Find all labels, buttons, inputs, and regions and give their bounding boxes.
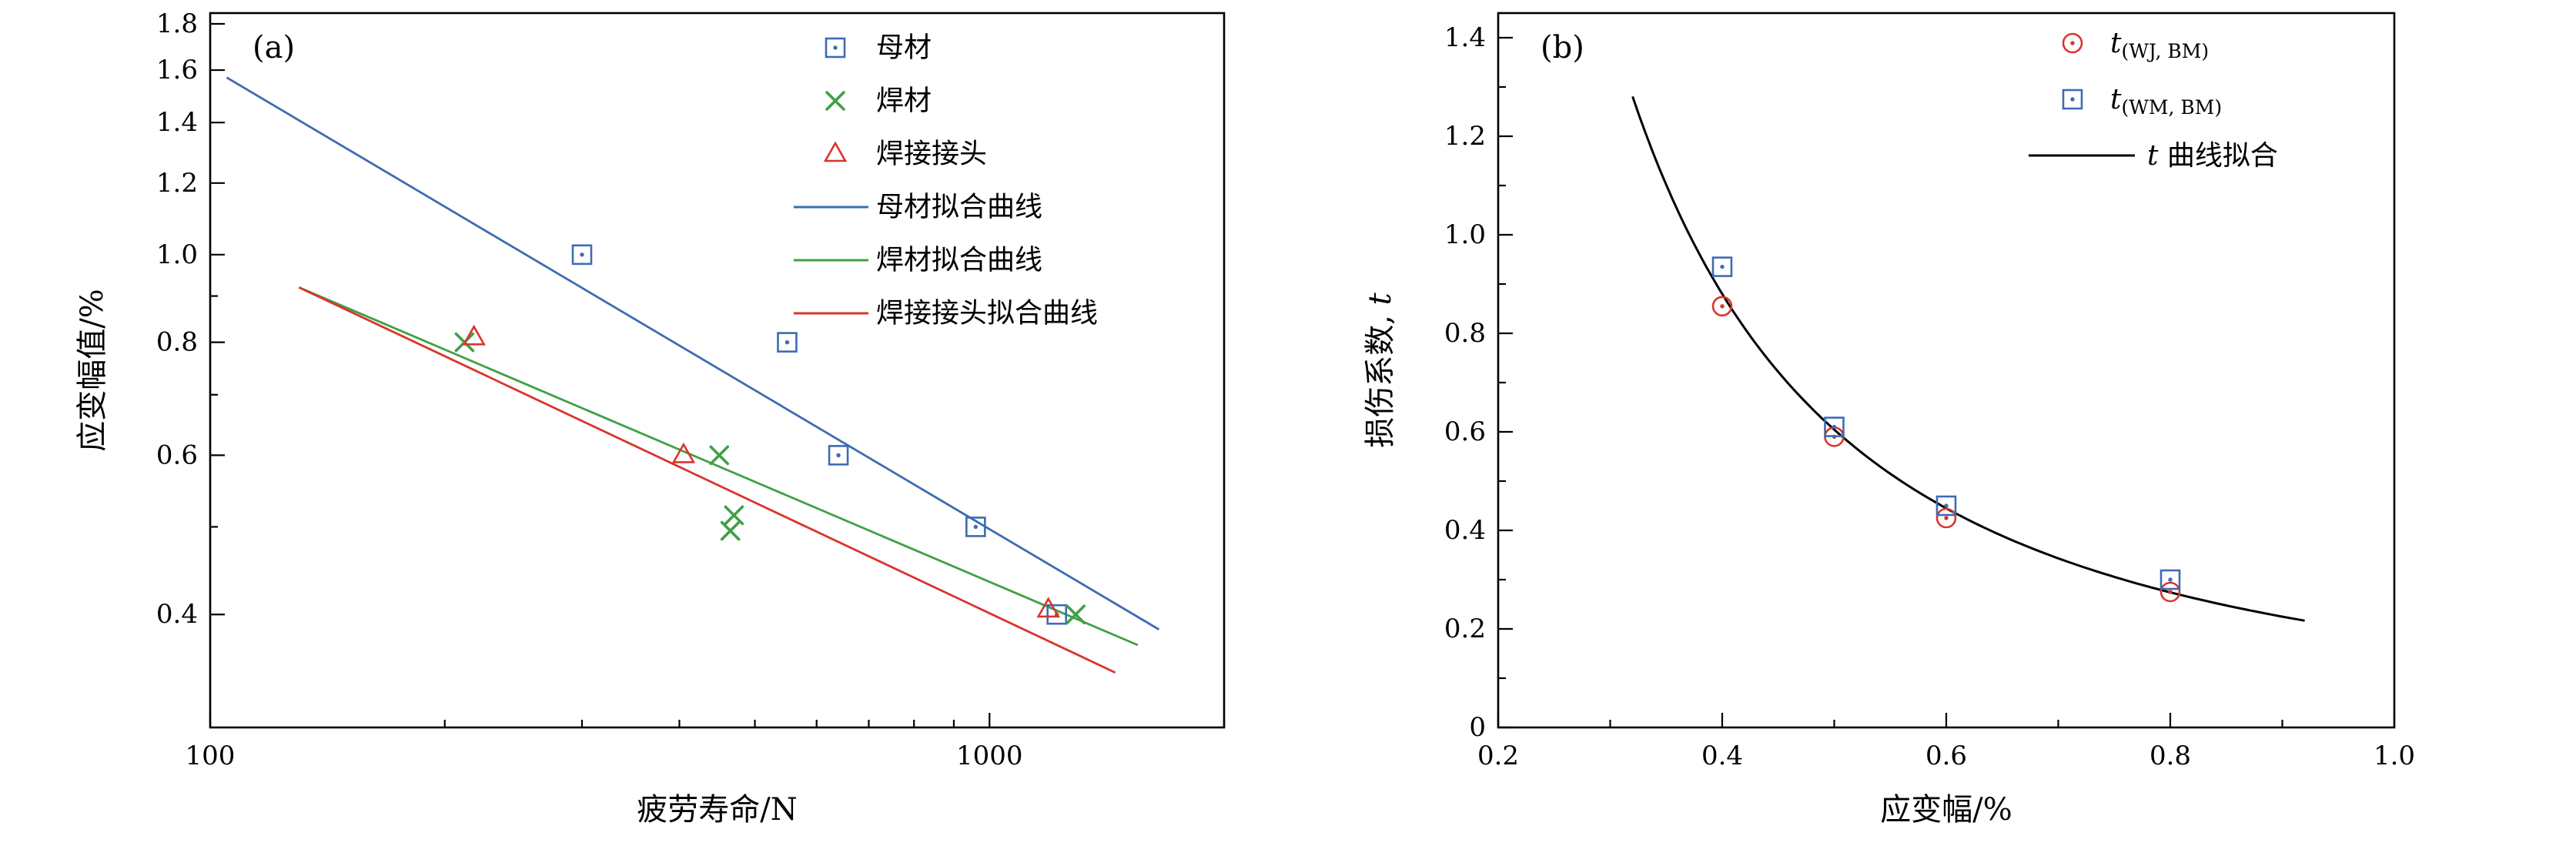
- legend-item: 母材: [825, 32, 932, 64]
- fit-line: [298, 286, 1139, 647]
- legend-item: t 曲线拟合: [2029, 140, 2278, 172]
- x-tick-label: 100: [186, 741, 236, 771]
- legend-label: 母材: [876, 32, 932, 64]
- legend-label: t(WJ, BM): [2110, 28, 2209, 62]
- square-dot-marker: [965, 517, 986, 537]
- fit-curve: [1631, 95, 2305, 622]
- legend-label: 焊接接头: [876, 139, 987, 170]
- x-marker: [709, 445, 730, 466]
- y-tick-label: 0.6: [156, 440, 198, 470]
- square-dot-marker: [828, 445, 849, 466]
- y-tick-label: 0.2: [1444, 614, 1486, 644]
- y-tick-label: 0.4: [156, 599, 198, 630]
- circle-dot-marker: [1711, 296, 1733, 317]
- legend-item: 焊接接头: [823, 139, 987, 170]
- square-dot-marker: [2062, 89, 2083, 110]
- y-axis-title-group: 损伤系数, t: [1363, 292, 1398, 447]
- x-marker: [825, 91, 845, 111]
- series: [1711, 296, 2181, 603]
- y-tick-label: 1.8: [156, 8, 198, 39]
- legend-label: 焊材拟合曲线: [876, 245, 1042, 276]
- panel-label: (a): [253, 30, 295, 65]
- triangle-marker: [462, 324, 486, 346]
- circle-dot-marker: [2159, 581, 2181, 603]
- legend-item: 焊材拟合曲线: [794, 245, 1042, 276]
- x-marker: [720, 520, 741, 541]
- series: [571, 244, 1067, 625]
- x-axis-title: 疲劳寿命/N: [637, 792, 797, 828]
- x-tick-label: 1.0: [2374, 741, 2415, 771]
- y-tick-label: 0.8: [1444, 318, 1486, 349]
- x-tick-label: 1000: [956, 741, 1023, 771]
- legend-label: t(WM, BM): [2110, 84, 2222, 119]
- y-tick-label: 0.4: [1444, 515, 1486, 546]
- square-dot-marker: [571, 244, 593, 266]
- circle-dot-marker: [1935, 507, 1957, 529]
- x-tick-label: 0.6: [1925, 741, 1967, 771]
- chart-panel-b: 0.2 0.4 0.6 0.8 1.000.20.40.60.81.01.21.4应变幅…: [1363, 12, 2415, 828]
- legend-item: t(WJ, BM): [2062, 28, 2209, 62]
- panel-label: (b): [1541, 30, 1584, 65]
- legend-item: 焊接接头拟合曲线: [794, 298, 1098, 329]
- y-tick-label: 1.2: [156, 168, 198, 199]
- y-axis-title-group: 应变幅值/%: [75, 289, 110, 451]
- x-tick-label: 0.2: [1477, 741, 1519, 771]
- series: [462, 324, 1060, 618]
- legend-item: 焊材: [825, 85, 932, 117]
- y-axis-title: 应变幅值/%: [75, 289, 110, 451]
- y-tick-label: 1.4: [1444, 22, 1486, 53]
- legend-label: 焊材: [876, 85, 932, 117]
- y-tick-label: 0: [1469, 712, 1486, 743]
- y-tick-label: 0.8: [156, 327, 198, 358]
- fit-line: [298, 286, 1116, 674]
- chart-panel-a: 100 1000 0.4 0.6 0.8 1.0 1.2 1.4 1.6 1.8 疲劳寿命/N 应变幅…: [75, 8, 1226, 828]
- y-tick-label: 1.6: [156, 55, 198, 85]
- triangle-marker: [671, 442, 696, 463]
- fit-line: [226, 76, 1160, 630]
- y-tick-label: 1.4: [156, 107, 198, 138]
- x-axis-title: 应变幅/%: [1880, 792, 2012, 828]
- plot-frame: [1497, 12, 2396, 729]
- y-tick-label: 1.0: [156, 239, 198, 270]
- square-dot-marker: [825, 37, 846, 59]
- legend-label: 焊接接头拟合曲线: [876, 298, 1098, 329]
- circle-dot-marker: [2062, 32, 2083, 54]
- x-marker: [724, 505, 744, 526]
- legend-item: t(WM, BM): [2062, 84, 2222, 119]
- y-axis-title: 损伤系数, t: [1363, 292, 1398, 447]
- square-dot-marker: [2159, 569, 2181, 590]
- square-dot-marker: [1824, 416, 1845, 437]
- x-tick-label: 0.8: [2149, 741, 2191, 771]
- x-marker: [1066, 604, 1086, 625]
- plot-frame: [209, 12, 1226, 729]
- x-tick-label: 0.4: [1701, 741, 1743, 771]
- y-tick-label: 1.2: [1444, 121, 1486, 152]
- square-dot-marker: [1711, 256, 1733, 277]
- series: [1711, 256, 2181, 590]
- axis-ticks: [209, 22, 1226, 727]
- legend-item: 母材拟合曲线: [794, 192, 1042, 223]
- square-dot-marker: [1935, 495, 1957, 517]
- square-dot-marker: [777, 332, 798, 353]
- triangle-marker: [1036, 597, 1060, 618]
- triangle-marker: [823, 141, 848, 162]
- axis-ticks: [1497, 36, 2396, 729]
- y-tick-label: 0.6: [1444, 416, 1486, 447]
- legend-label: 母材拟合曲线: [876, 192, 1042, 223]
- series: [454, 332, 1086, 625]
- legend-label: t 曲线拟合: [2147, 140, 2278, 172]
- y-tick-label: 1.0: [1444, 219, 1486, 250]
